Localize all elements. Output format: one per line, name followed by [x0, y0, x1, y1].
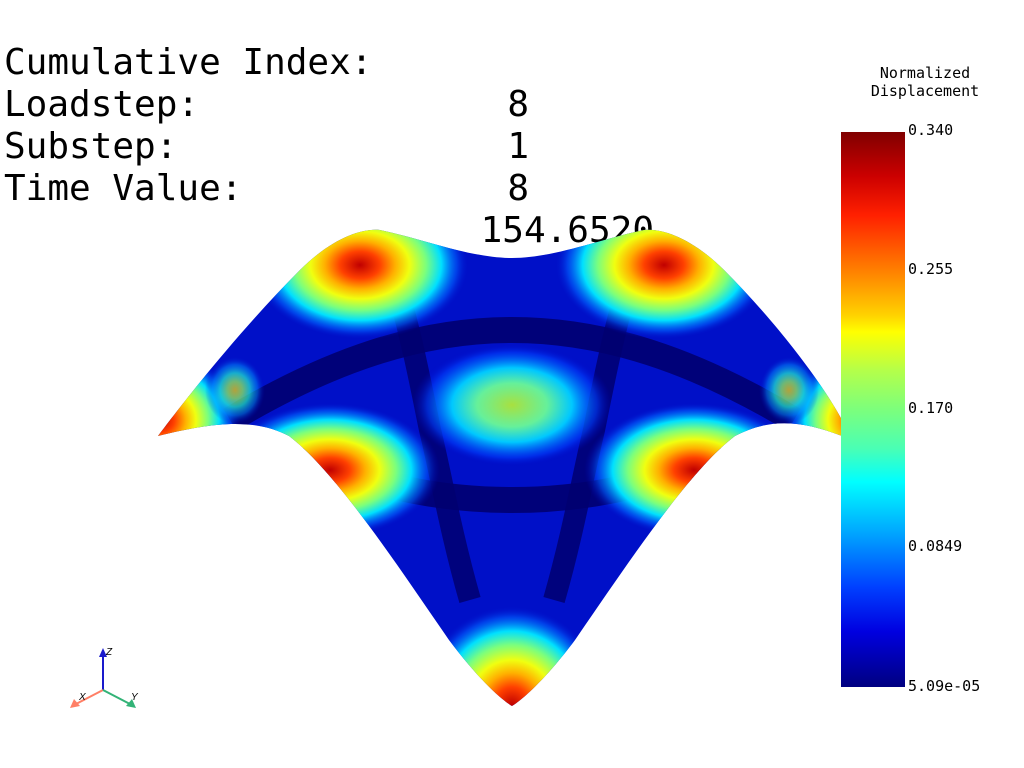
substep-row: Substep: 8	[4, 84, 704, 209]
colorbar-tick-4: 0.0849	[908, 537, 963, 555]
colorbar-tick-3: 0.170	[908, 399, 954, 417]
colorbar-tick-2: 0.255	[908, 260, 954, 278]
cumulative-index-row: Cumulative Index: 8	[4, 0, 704, 125]
z-axis-label: Z	[105, 647, 113, 658]
time-value-row: Time Value: 154.6520	[4, 126, 704, 251]
result-info-panel: Cumulative Index: 8 Loadstep: 1 Substep:…	[4, 0, 704, 251]
loadstep-label: Loadstep:	[4, 84, 200, 125]
z-axis-arrow	[99, 648, 107, 657]
substep-value: 8	[507, 168, 529, 209]
colorbar-tick-min: 5.09e-05	[908, 677, 981, 695]
x-axis-line	[75, 689, 104, 705]
time-value-label: Time Value:	[4, 168, 243, 209]
legend-title-line-2: Displacement	[870, 82, 980, 100]
legend-title-line-1: Normalized	[879, 64, 971, 82]
loadstep-row: Loadstep: 1	[4, 42, 704, 167]
colorbar	[841, 132, 905, 687]
legend-title: Normalized Displacement	[850, 64, 1000, 100]
cumulative-index-value: 8	[507, 84, 529, 125]
cumulative-index-label: Cumulative Index:	[4, 42, 373, 83]
y-axis-arrow	[126, 699, 136, 708]
y-axis-label: Y	[131, 692, 139, 703]
colorbar-tick-max: 0.340	[908, 121, 954, 139]
y-axis-line	[102, 689, 131, 705]
loadstep-value: 1	[507, 126, 529, 167]
axes-triad: Z X Y	[70, 647, 139, 708]
x-axis-arrow	[70, 699, 80, 708]
x-axis-label: X	[78, 692, 86, 703]
substep-label: Substep:	[4, 126, 178, 167]
